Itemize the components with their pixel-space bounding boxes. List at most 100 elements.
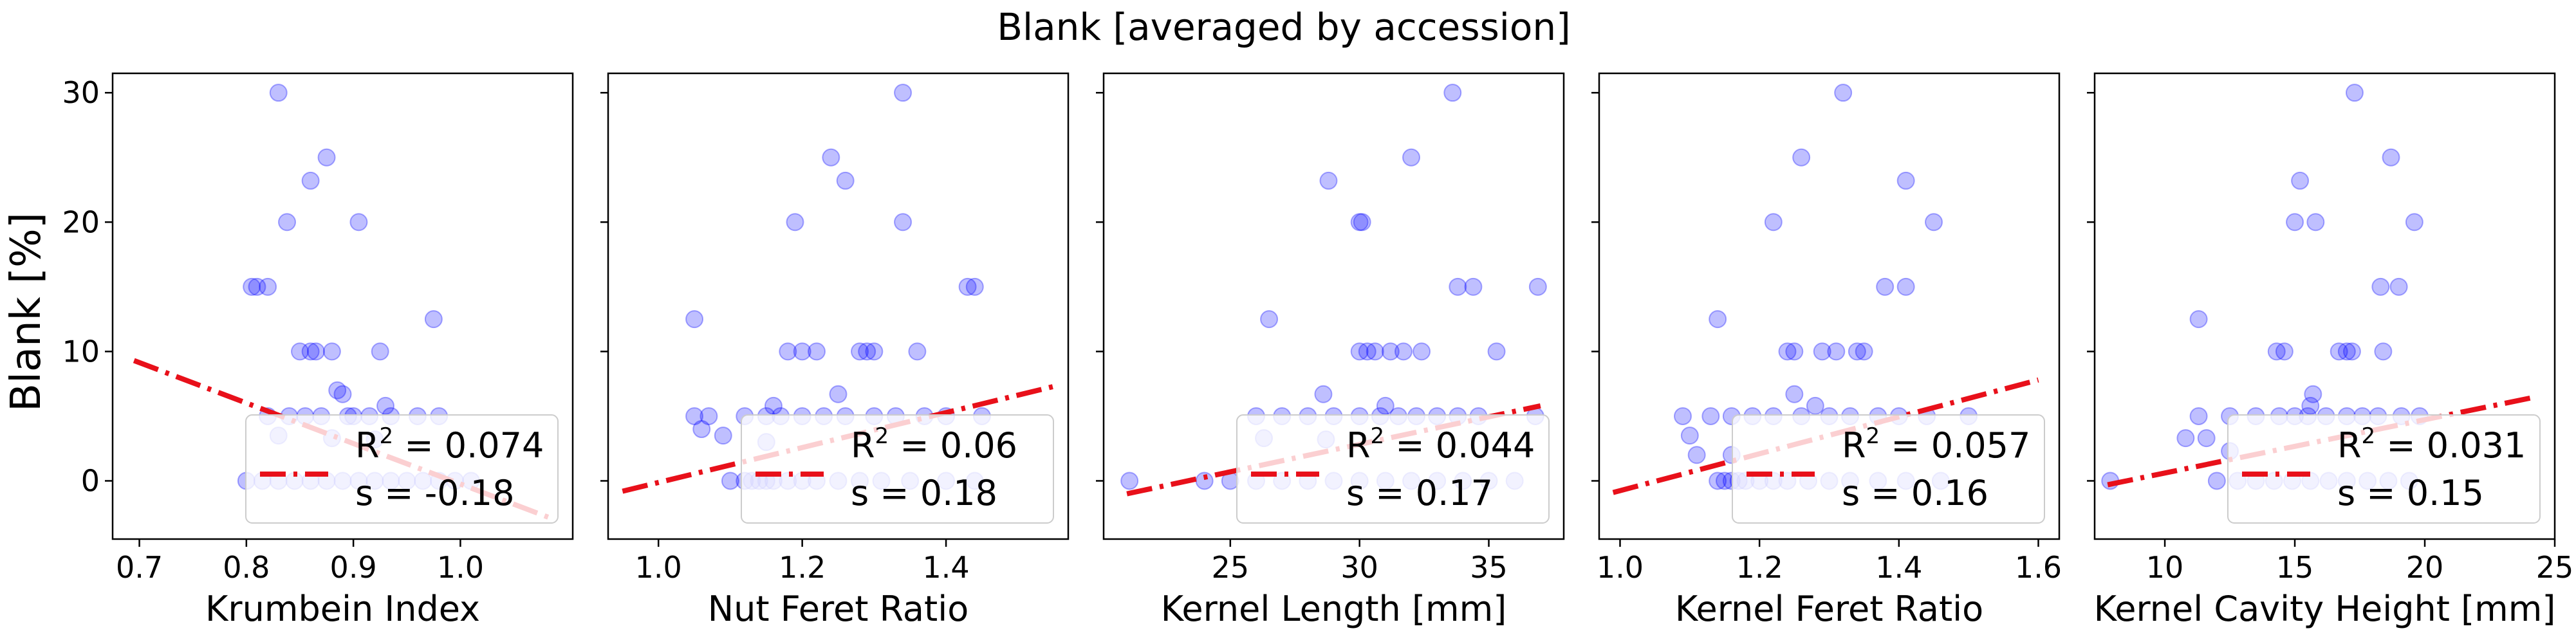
legend-slope: s = 0.17 [1346, 473, 1493, 513]
data-point [1778, 342, 1797, 361]
data-point [269, 84, 288, 102]
data-point [1358, 342, 1376, 361]
panel-1: 0 10 20 30 0.7 0.8 0.9 1.0 Krumbein Index R2 = 0.… [62, 72, 574, 629]
data-point [865, 342, 884, 361]
data-point [2267, 342, 2286, 361]
data-point [2291, 171, 2310, 190]
x-tick-label: 35 [1470, 550, 1508, 585]
y-tick-label: 20 [62, 205, 100, 239]
data-point [1350, 213, 1369, 232]
data-point [2207, 472, 2226, 490]
x-tick-label: 25 [1212, 550, 1250, 585]
data-point [1792, 148, 1811, 167]
x-tick-label: 10 [2146, 550, 2184, 585]
data-point [349, 213, 368, 232]
legend-slope: s = -0.18 [355, 473, 514, 513]
data-point [322, 342, 341, 361]
data-point [786, 213, 804, 232]
data-point [965, 277, 984, 296]
data-point [807, 342, 826, 361]
x-tick-label: 20 [2406, 550, 2444, 585]
legend-r-squared: R2 = 0.06 [851, 423, 1017, 466]
data-point [243, 277, 261, 296]
data-point [1314, 385, 1333, 403]
axes-frame [1598, 72, 2061, 540]
data-point [822, 148, 840, 167]
legend: R2 = 0.074 s = -0.18 [245, 414, 559, 524]
data-point [779, 342, 797, 361]
data-point [2405, 213, 2423, 232]
data-point [958, 277, 977, 296]
data-point [1896, 277, 1915, 296]
regression-line [622, 383, 1055, 494]
data-point [894, 213, 913, 232]
data-point [1785, 385, 1804, 403]
data-point [700, 407, 718, 425]
x-tick-label: 1.2 [1736, 550, 1783, 585]
x-axis-label: Kernel Cavity Height [mm] [2094, 589, 2556, 629]
data-point [2197, 429, 2216, 448]
legend-r-squared: R2 = 0.057 [1842, 423, 2030, 466]
data-point [1680, 427, 1699, 445]
data-point [1709, 472, 1727, 490]
data-point [1402, 148, 1421, 167]
panel-5: 10 15 20 25 Kernel Cavity Height [mm] R2 = 0.… [2087, 72, 2574, 629]
data-point [301, 171, 320, 190]
data-point [1449, 277, 1467, 296]
data-point [2342, 342, 2361, 361]
panel-2: 1.0 1.2 1.4 Nut Feret Ratio R2 = 0.06 s = 0.1… [600, 72, 1070, 629]
data-point [301, 342, 320, 361]
legend: R2 = 0.057 s = 0.16 [1732, 414, 2045, 524]
x-axis-label: Kernel Feret Ratio [1675, 589, 1983, 629]
data-point [714, 427, 732, 445]
y-tick-label: 0 [81, 464, 100, 499]
regression-line [2107, 394, 2537, 488]
legend-box [2227, 414, 2541, 524]
data-point [1701, 407, 1720, 425]
data-point [2382, 148, 2400, 167]
data-point [2337, 342, 2356, 361]
legend-slope: s = 0.15 [2337, 473, 2484, 513]
legend-slope: s = 0.16 [1842, 473, 1988, 513]
data-point [424, 310, 443, 329]
data-point [1464, 277, 1483, 296]
data-point [1709, 310, 1727, 329]
x-tick-label: 25 [2536, 550, 2574, 585]
data-point [1353, 213, 1371, 232]
data-point [2189, 310, 2208, 329]
axes-frame [111, 72, 574, 540]
data-point [2371, 277, 2390, 296]
data-point [371, 342, 389, 361]
axes-frame [607, 72, 1070, 540]
data-point [248, 277, 266, 296]
x-tick-label: 1.0 [437, 550, 484, 585]
x-tick-label: 15 [2276, 550, 2314, 585]
x-axis-label: Krumbein Index [205, 589, 480, 629]
data-point [376, 396, 395, 415]
data-point [1487, 342, 1506, 361]
legend: R2 = 0.06 s = 0.18 [741, 414, 1054, 524]
data-point [2306, 213, 2325, 232]
data-point [1827, 342, 1846, 361]
x-axis-label: Nut Feret Ratio [708, 589, 969, 629]
data-point [2189, 407, 2208, 425]
data-point [793, 342, 811, 361]
data-point [317, 148, 336, 167]
y-tick-label: 30 [62, 75, 100, 110]
data-point [2286, 213, 2304, 232]
data-point [2176, 429, 2195, 448]
data-point [1413, 342, 1431, 361]
data-point [1376, 396, 1395, 415]
panel-4: 1.0 1.2 1.4 1.6 Kernel Feret Ratio R2 = 0.057… [1591, 72, 2062, 629]
axes-frame [1102, 72, 1565, 540]
legend-box [1236, 414, 1550, 524]
data-point [1381, 342, 1400, 361]
legend-r-squared: R2 = 0.031 [2337, 423, 2526, 466]
legend: R2 = 0.031 s = 0.15 [2227, 414, 2541, 524]
data-point [1876, 277, 1895, 296]
data-point [1785, 342, 1804, 361]
data-point [1350, 342, 1369, 361]
legend-box [245, 414, 559, 524]
data-point [685, 407, 704, 425]
